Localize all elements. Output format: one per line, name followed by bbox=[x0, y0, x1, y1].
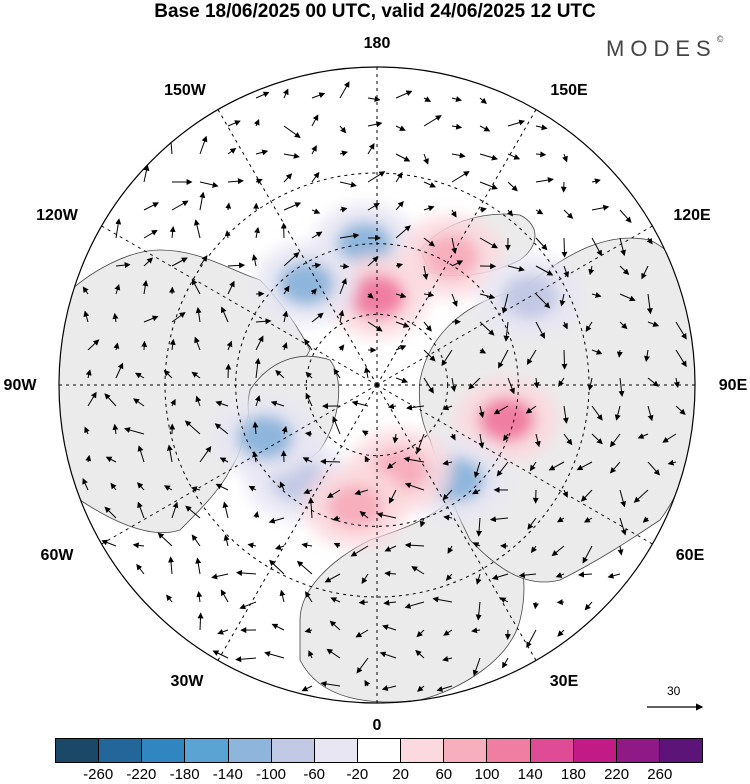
label-lon-90w: 90W bbox=[4, 377, 37, 395]
colorbar-swatch bbox=[142, 739, 185, 762]
wind-arrow bbox=[535, 602, 536, 608]
label-lon-60w: 60W bbox=[41, 547, 74, 565]
colorbar-tick-label: 20 bbox=[392, 766, 409, 783]
colorbar-tick-label: -60 bbox=[303, 766, 325, 783]
colorbar-tick-label: -180 bbox=[170, 766, 200, 783]
colorbar-tick-label: 140 bbox=[518, 766, 543, 783]
anomaly-core bbox=[328, 485, 384, 529]
label-lon-0: 0 bbox=[373, 717, 382, 735]
label-lon-90e: 90E bbox=[719, 377, 747, 395]
colorbar-tick-label: 60 bbox=[435, 766, 452, 783]
brand-logo: MODES© bbox=[606, 36, 723, 62]
anomaly-core bbox=[237, 415, 293, 459]
colorbar-tick-label: 260 bbox=[647, 766, 672, 783]
colorbar-swatch bbox=[487, 739, 530, 762]
label-lon-60e: 60E bbox=[676, 547, 704, 565]
colorbar-tick-label: -260 bbox=[83, 766, 113, 783]
colorbar-tick-label: 180 bbox=[561, 766, 586, 783]
wind-arrow bbox=[321, 461, 340, 462]
colorbar-swatch bbox=[617, 739, 660, 762]
colorbar-swatch bbox=[444, 739, 487, 762]
reference-vector-label: 30 bbox=[667, 684, 680, 698]
colorbar-swatch bbox=[229, 739, 272, 762]
colorbar-swatch bbox=[358, 739, 401, 762]
colorbar-swatch bbox=[315, 739, 358, 762]
wind-arrow bbox=[144, 342, 145, 350]
label-lon-180: 180 bbox=[364, 35, 391, 53]
colorbar-swatch bbox=[531, 739, 574, 762]
colorbar-tick-label: -220 bbox=[126, 766, 156, 783]
colorbar-tick-label: 220 bbox=[604, 766, 629, 783]
label-lon-120e: 120E bbox=[673, 207, 710, 225]
colorbar-tick-label: -20 bbox=[347, 766, 369, 783]
label-lon-120w: 120W bbox=[36, 207, 78, 225]
chart-title: Base 18/06/2025 00 UTC, valid 24/06/2025… bbox=[0, 0, 750, 24]
colorbar-swatch bbox=[56, 739, 99, 762]
wind-arrow bbox=[360, 602, 368, 603]
label-lon-30w: 30W bbox=[171, 673, 204, 691]
colorbar-tick-label: 100 bbox=[474, 766, 499, 783]
colorbar-tick-label: -140 bbox=[213, 766, 243, 783]
wind-arrow bbox=[306, 433, 312, 434]
wind-arrow bbox=[564, 238, 565, 257]
anomaly-core bbox=[278, 262, 334, 306]
wind-arrow bbox=[228, 365, 229, 378]
wind-arrow bbox=[200, 613, 201, 630]
colorbar-swatch bbox=[272, 739, 315, 762]
colorbar-ticks: -260 -220 -180 -140 -100 -60 -20 20 60 100 140 180 2… bbox=[0, 766, 750, 784]
colorbar-tick-label: -100 bbox=[256, 766, 286, 783]
wind-arrow bbox=[340, 266, 348, 267]
label-lon-30e: 30E bbox=[550, 673, 578, 691]
colorbar-swatch bbox=[574, 739, 617, 762]
colorbar-swatch bbox=[99, 739, 142, 762]
label-lon-150w: 150W bbox=[164, 82, 206, 100]
colorbar-swatch bbox=[185, 739, 228, 762]
wind-arrow bbox=[564, 350, 565, 369]
colorbar-swatch bbox=[401, 739, 444, 762]
colorbar-swatch bbox=[660, 739, 702, 762]
label-lon-150e: 150E bbox=[550, 82, 587, 100]
colorbar bbox=[55, 738, 703, 763]
